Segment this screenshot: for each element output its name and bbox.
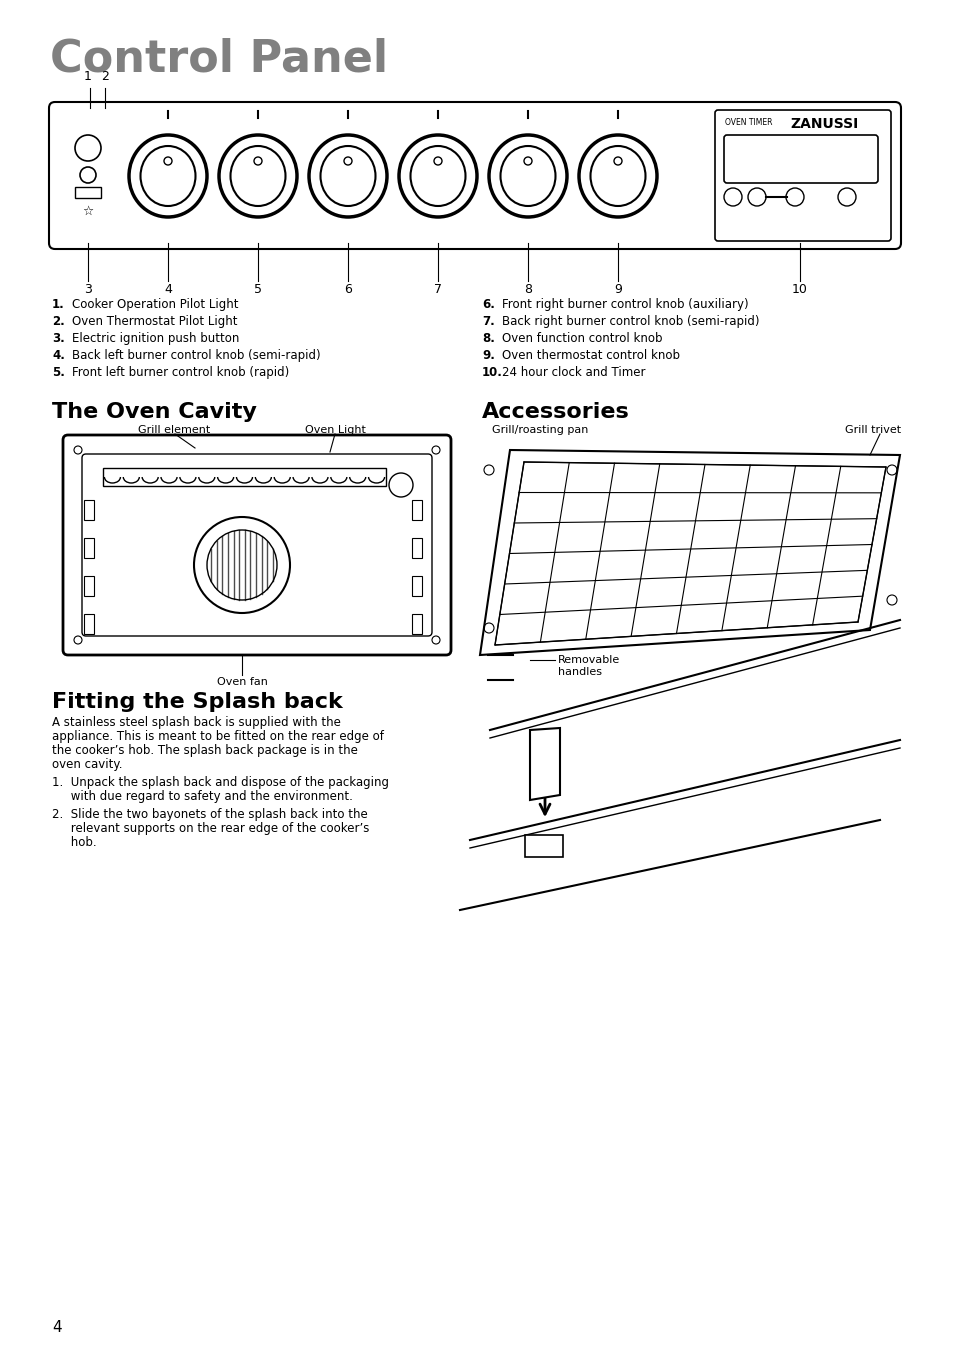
Text: Accessories: Accessories	[481, 403, 629, 422]
Text: 10: 10	[791, 282, 807, 296]
Text: 1.: 1.	[52, 299, 65, 311]
Text: 8.: 8.	[481, 332, 495, 345]
Text: Cooker Operation Pilot Light: Cooker Operation Pilot Light	[71, 299, 238, 311]
Text: ☆: ☆	[82, 205, 93, 218]
Bar	[412, 500, 421, 520]
Text: 88:88: 88:88	[762, 147, 838, 172]
Polygon shape	[530, 728, 559, 800]
Text: ZANUSSI: ZANUSSI	[789, 118, 858, 131]
Text: Electric ignition push button: Electric ignition push button	[71, 332, 239, 345]
Text: oven cavity.: oven cavity.	[52, 758, 122, 771]
Bar	[84, 613, 94, 634]
Text: 9: 9	[614, 282, 621, 296]
Text: Back right burner control knob (semi-rapid): Back right burner control knob (semi-rap…	[501, 315, 759, 328]
Text: Oven Thermostat Pilot Light: Oven Thermostat Pilot Light	[71, 315, 237, 328]
FancyBboxPatch shape	[714, 109, 890, 240]
Bar	[84, 576, 94, 596]
Text: Front left burner control knob (rapid): Front left burner control knob (rapid)	[71, 366, 289, 380]
Text: 2.: 2.	[52, 315, 65, 328]
FancyBboxPatch shape	[82, 454, 432, 636]
Text: 4: 4	[164, 282, 172, 296]
Text: Fitting the Splash back: Fitting the Splash back	[52, 692, 342, 712]
Text: 3.: 3.	[52, 332, 65, 345]
Bar	[84, 500, 94, 520]
Text: 6: 6	[344, 282, 352, 296]
Bar	[524, 835, 562, 857]
Text: 10.: 10.	[481, 366, 502, 380]
Text: Oven thermostat control knob: Oven thermostat control knob	[501, 349, 679, 362]
Text: Grill trivet: Grill trivet	[844, 426, 901, 435]
Text: appliance. This is meant to be fitted on the rear edge of: appliance. This is meant to be fitted on…	[52, 730, 383, 743]
Text: Grill element: Grill element	[138, 426, 210, 435]
Bar	[412, 576, 421, 596]
Text: with due regard to safety and the environment.: with due regard to safety and the enviro…	[52, 790, 353, 802]
Text: 8: 8	[523, 282, 532, 296]
Bar	[412, 538, 421, 558]
Text: 4: 4	[52, 1320, 62, 1335]
Text: The Oven Cavity: The Oven Cavity	[52, 403, 256, 422]
Text: 7: 7	[434, 282, 441, 296]
Bar	[412, 613, 421, 634]
Text: 4.: 4.	[52, 349, 65, 362]
Text: 6.: 6.	[481, 299, 495, 311]
Text: A stainless steel splash back is supplied with the: A stainless steel splash back is supplie…	[52, 716, 340, 730]
Text: OVEN TIMER: OVEN TIMER	[724, 118, 772, 127]
Text: 5: 5	[253, 282, 262, 296]
Text: relevant supports on the rear edge of the cooker’s: relevant supports on the rear edge of th…	[52, 821, 369, 835]
Text: 7.: 7.	[481, 315, 495, 328]
FancyBboxPatch shape	[723, 135, 877, 182]
Text: Back left burner control knob (semi-rapid): Back left burner control knob (semi-rapi…	[71, 349, 320, 362]
Text: Removable
handles: Removable handles	[558, 655, 619, 677]
Text: Grill/roasting pan: Grill/roasting pan	[492, 426, 588, 435]
Text: 9.: 9.	[481, 349, 495, 362]
Text: Oven Light: Oven Light	[305, 426, 366, 435]
Text: 3: 3	[84, 282, 91, 296]
Text: 24 hour clock and Timer: 24 hour clock and Timer	[501, 366, 645, 380]
Bar	[103, 467, 386, 486]
Text: 2.  Slide the two bayonets of the splash back into the: 2. Slide the two bayonets of the splash …	[52, 808, 367, 821]
Text: Control Panel: Control Panel	[50, 38, 388, 81]
Text: Front right burner control knob (auxiliary): Front right burner control knob (auxilia…	[501, 299, 748, 311]
Text: Oven function control knob: Oven function control knob	[501, 332, 661, 345]
Text: 1: 1	[84, 70, 91, 82]
Bar	[75, 186, 101, 199]
FancyBboxPatch shape	[49, 101, 900, 249]
Text: the cooker’s hob. The splash back package is in the: the cooker’s hob. The splash back packag…	[52, 744, 357, 757]
Text: 5.: 5.	[52, 366, 65, 380]
Text: hob.: hob.	[52, 836, 96, 848]
Text: 1.  Unpack the splash back and dispose of the packaging: 1. Unpack the splash back and dispose of…	[52, 775, 389, 789]
Bar	[84, 538, 94, 558]
FancyBboxPatch shape	[63, 435, 451, 655]
Text: 2: 2	[101, 70, 109, 82]
Text: Oven fan: Oven fan	[216, 677, 267, 688]
